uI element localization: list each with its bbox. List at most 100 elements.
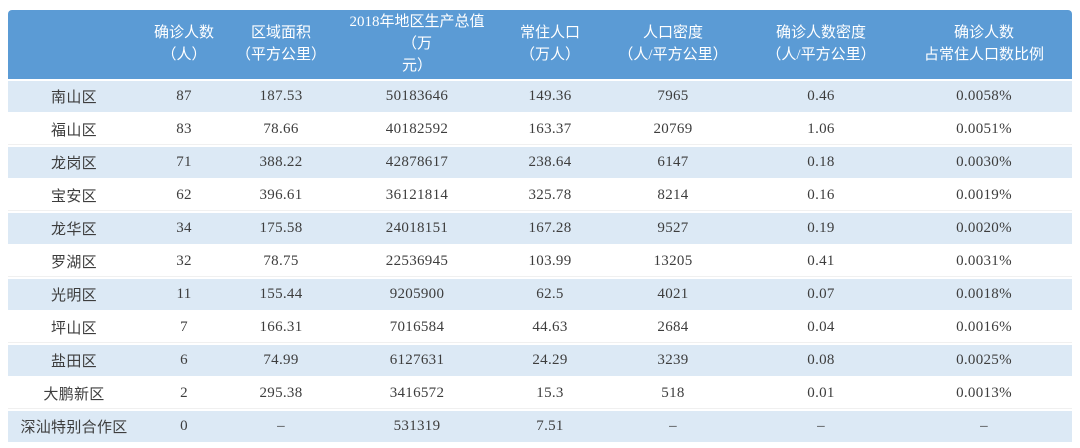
gdp-cell: 7016584 [334, 310, 500, 344]
case-density-cell: – [746, 409, 896, 443]
district-cell: 龙华区 [8, 211, 140, 245]
column-header-population: 常住人口 （万人） [500, 10, 600, 80]
case-ratio-cell: 0.0030% [896, 145, 1072, 179]
table-row: 光明区 11 155.44 9205900 62.5 4021 0.07 0.0… [8, 277, 1072, 311]
column-header-line2: （人/平方公里） [766, 46, 876, 63]
column-header-line2: （万人） [519, 46, 580, 63]
case-density-cell: 0.46 [746, 79, 896, 113]
table-row: 福山区 83 78.66 40182592 163.37 20769 1.06 … [8, 112, 1072, 146]
case-density-cell: 0.19 [746, 211, 896, 245]
district-cell: 光明区 [8, 277, 140, 311]
column-header-line1: 确诊人数密度 [775, 24, 866, 41]
pop-density-cell: 6147 [600, 145, 746, 179]
column-header-area: 区域面积 （平方公里） [228, 10, 334, 80]
gdp-cell: 22536945 [334, 244, 500, 278]
gdp-cell: 36121814 [334, 178, 500, 212]
pop-density-cell: 2684 [600, 310, 746, 344]
column-header-pop-density: 人口密度 （人/平方公里） [600, 10, 746, 80]
case-density-cell: 0.07 [746, 277, 896, 311]
cases-cell: 34 [140, 211, 228, 245]
district-statistics-table: 确诊人数 （人） 区域面积 （平方公里） 2018年地区生产总值（万 元） 常住… [8, 10, 1072, 443]
area-cell: 388.22 [228, 145, 334, 179]
column-header-line2: 元） [401, 57, 432, 74]
pop-density-cell: 518 [600, 376, 746, 410]
area-cell: 295.38 [228, 376, 334, 410]
pop-density-cell: 9527 [600, 211, 746, 245]
case-ratio-cell: 0.0051% [896, 112, 1072, 146]
population-cell: 163.37 [500, 112, 600, 146]
case-ratio-cell: 0.0025% [896, 343, 1072, 377]
area-cell: 155.44 [228, 277, 334, 311]
case-density-cell: 0.41 [746, 244, 896, 278]
pop-density-cell: 7965 [600, 79, 746, 113]
area-cell: – [228, 409, 334, 443]
district-cell: 南山区 [8, 79, 140, 113]
gdp-cell: 6127631 [334, 343, 500, 377]
table-row: 南山区 87 187.53 50183646 149.36 7965 0.46 … [8, 79, 1072, 113]
area-cell: 74.99 [228, 343, 334, 377]
pop-density-cell: – [600, 409, 746, 443]
gdp-cell: 531319 [334, 409, 500, 443]
cases-cell: 32 [140, 244, 228, 278]
column-header-line1: 人口密度 [642, 24, 703, 41]
table-row: 大鹏新区 2 295.38 3416572 15.3 518 0.01 0.00… [8, 376, 1072, 410]
population-cell: 103.99 [500, 244, 600, 278]
table-row: 深汕特别合作区 0 – 531319 7.51 – – – [8, 409, 1072, 443]
case-ratio-cell: 0.0058% [896, 79, 1072, 113]
cases-cell: 2 [140, 376, 228, 410]
pop-density-cell: 13205 [600, 244, 746, 278]
case-ratio-cell: 0.0016% [896, 310, 1072, 344]
table-row: 坪山区 7 166.31 7016584 44.63 2684 0.04 0.0… [8, 310, 1072, 344]
table-header: 确诊人数 （人） 区域面积 （平方公里） 2018年地区生产总值（万 元） 常住… [8, 10, 1072, 80]
column-header-line2: （平方公里） [235, 46, 326, 63]
population-cell: 62.5 [500, 277, 600, 311]
area-cell: 175.58 [228, 211, 334, 245]
table-row: 龙岗区 71 388.22 42878617 238.64 6147 0.18 … [8, 145, 1072, 179]
pop-density-cell: 8214 [600, 178, 746, 212]
pop-density-cell: 4021 [600, 277, 746, 311]
case-density-cell: 0.04 [746, 310, 896, 344]
district-cell: 龙岗区 [8, 145, 140, 179]
district-cell: 宝安区 [8, 178, 140, 212]
column-header-line1: 确诊人数 [953, 24, 1014, 41]
column-header-case-density: 确诊人数密度 （人/平方公里） [746, 10, 896, 80]
case-density-cell: 0.18 [746, 145, 896, 179]
area-cell: 166.31 [228, 310, 334, 344]
column-header-district [8, 10, 140, 80]
column-header-line1: 常住人口 [519, 24, 580, 41]
district-cell: 罗湖区 [8, 244, 140, 278]
gdp-cell: 24018151 [334, 211, 500, 245]
column-header-line1: 区域面积 [250, 24, 311, 41]
area-cell: 78.75 [228, 244, 334, 278]
column-header-cases: 确诊人数 （人） [140, 10, 228, 80]
population-cell: 238.64 [500, 145, 600, 179]
column-header-line1: 2018年地区生产总值（万 [349, 14, 485, 52]
cases-cell: 83 [140, 112, 228, 146]
table-body: 南山区 87 187.53 50183646 149.36 7965 0.46 … [8, 79, 1072, 443]
population-cell: 149.36 [500, 79, 600, 113]
column-header-gdp: 2018年地区生产总值（万 元） [334, 10, 500, 80]
cases-cell: 6 [140, 343, 228, 377]
case-ratio-cell: 0.0019% [896, 178, 1072, 212]
cases-cell: 7 [140, 310, 228, 344]
case-ratio-cell: – [896, 409, 1072, 443]
case-ratio-cell: 0.0020% [896, 211, 1072, 245]
gdp-cell: 42878617 [334, 145, 500, 179]
area-cell: 78.66 [228, 112, 334, 146]
cases-cell: 87 [140, 79, 228, 113]
case-ratio-cell: 0.0031% [896, 244, 1072, 278]
case-density-cell: 0.08 [746, 343, 896, 377]
case-density-cell: 0.16 [746, 178, 896, 212]
column-header-line2: 占常住人口数比例 [923, 46, 1044, 63]
header-row: 确诊人数 （人） 区域面积 （平方公里） 2018年地区生产总值（万 元） 常住… [8, 10, 1072, 80]
pop-density-cell: 20769 [600, 112, 746, 146]
column-header-case-ratio: 确诊人数 占常住人口数比例 [896, 10, 1072, 80]
case-ratio-cell: 0.0018% [896, 277, 1072, 311]
gdp-cell: 9205900 [334, 277, 500, 311]
case-ratio-cell: 0.0013% [896, 376, 1072, 410]
population-cell: 167.28 [500, 211, 600, 245]
district-cell: 盐田区 [8, 343, 140, 377]
case-density-cell: 1.06 [746, 112, 896, 146]
table-row: 龙华区 34 175.58 24018151 167.28 9527 0.19 … [8, 211, 1072, 245]
